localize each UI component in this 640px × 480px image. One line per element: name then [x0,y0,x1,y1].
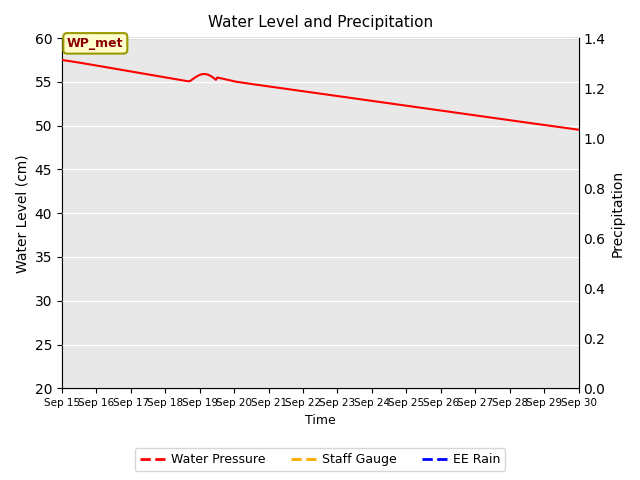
Y-axis label: Precipitation: Precipitation [611,169,625,257]
Text: WP_met: WP_met [67,37,124,50]
Bar [196,238,197,388]
Y-axis label: Water Level (cm): Water Level (cm) [15,154,29,273]
Bar [192,376,193,388]
Bar [197,363,198,388]
Bar [170,376,171,388]
Legend: Water Pressure, Staff Gauge, EE Rain: Water Pressure, Staff Gauge, EE Rain [135,448,505,471]
Title: Water Level and Precipitation: Water Level and Precipitation [208,15,433,30]
Bar [187,376,188,388]
Bar [189,376,190,388]
Bar [207,176,209,388]
Bar [218,88,220,388]
Bar [190,376,192,388]
Bar [234,363,235,388]
Bar [173,376,175,388]
Bar [194,263,195,388]
X-axis label: Time: Time [305,414,335,427]
Bar [221,188,223,388]
Bar [184,376,185,388]
